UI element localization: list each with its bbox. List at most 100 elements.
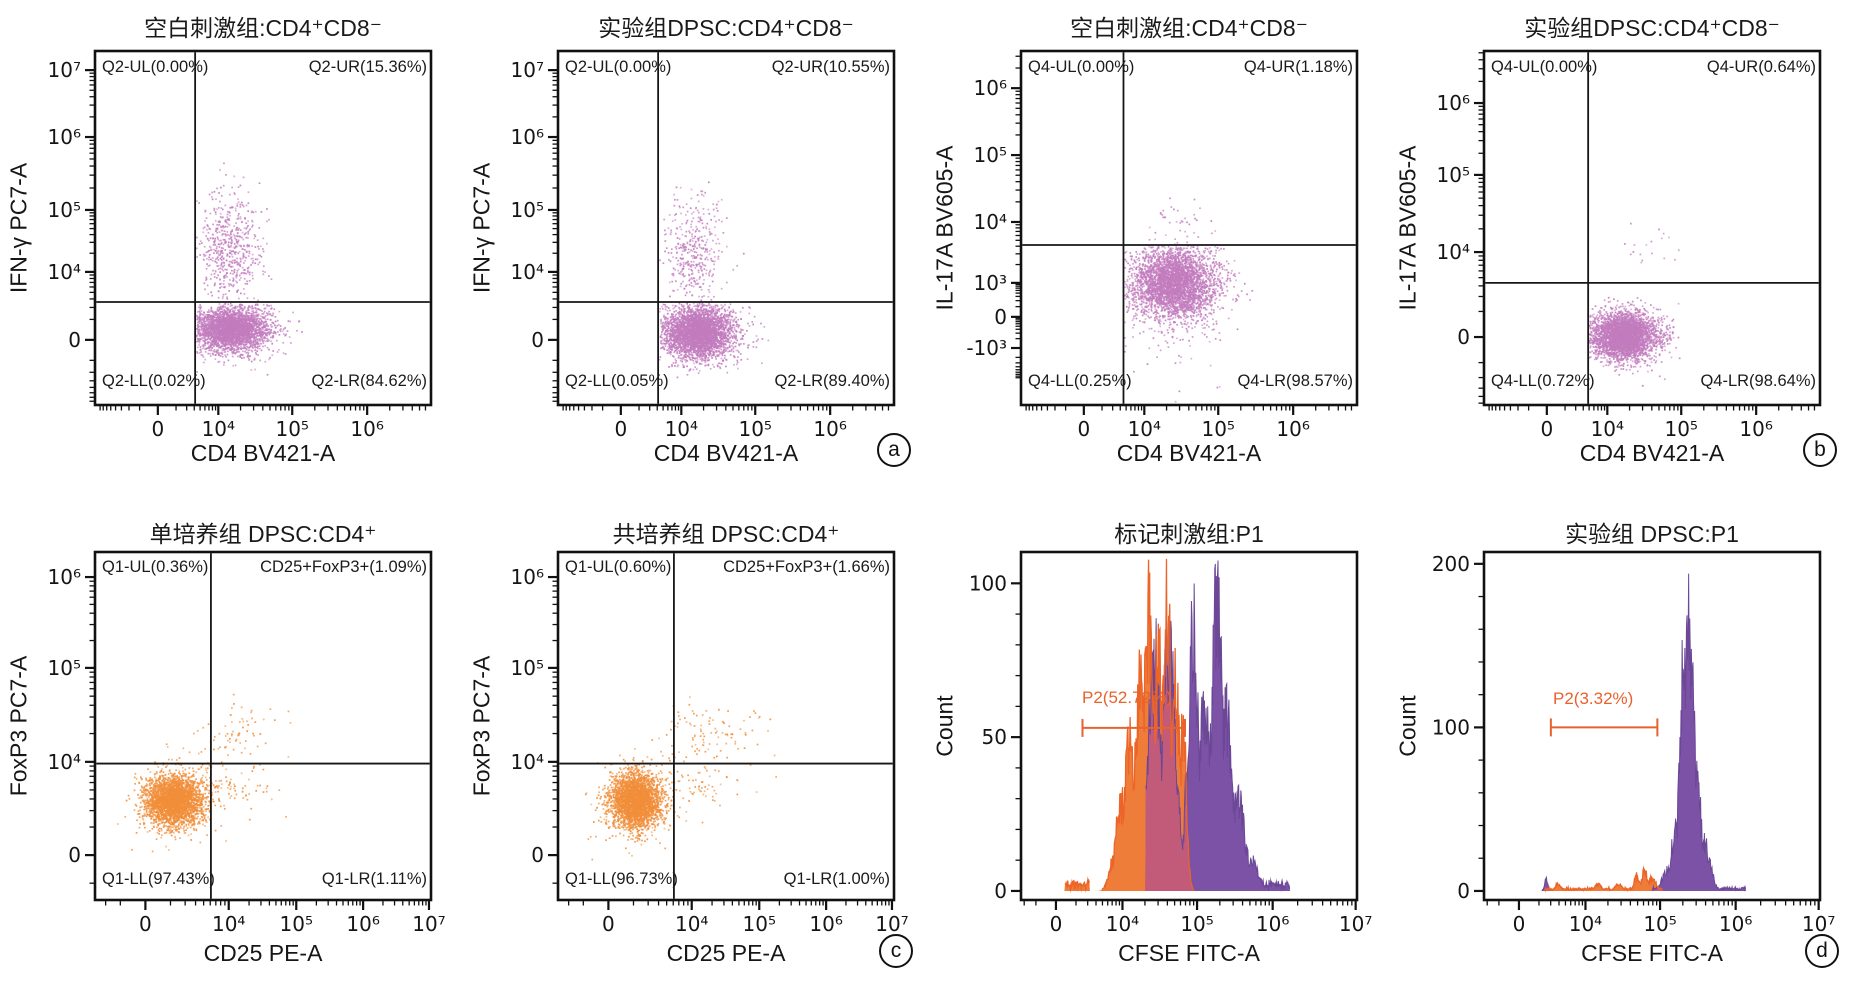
y-tick-label: 100 — [969, 571, 1007, 595]
panel-il17a-dpsc: 实验组DPSC:CD4⁺CD8⁻ IL-17A BV605-A CD4 BV42… — [1389, 0, 1851, 494]
axes-overlay: 0 10⁴ 10⁵ 10⁶ 10⁷ 10⁶ 10⁵ 10⁴ 0 — [511, 550, 909, 936]
y-tick-label: 0 — [68, 328, 81, 352]
x-tick-label: 10⁴ — [1591, 417, 1624, 441]
x-tick-label: 10⁶ — [809, 912, 842, 936]
y-tick-label: 0 — [1457, 879, 1470, 903]
quadrant-label-ul: Q2-UL(0.00%) — [102, 58, 209, 76]
x-tick-label: 10⁵ — [280, 912, 313, 936]
y-tick-label: 10⁶ — [48, 125, 81, 149]
x-tick-label: 10⁶ — [813, 417, 846, 441]
subfigure-letter-a: a — [877, 433, 911, 467]
panel-title: 实验组 DPSC:P1 — [1565, 521, 1739, 547]
quadrant-label-ur: Q2-UR(15.36%) — [308, 58, 427, 76]
quadrant-label-ll: Q4-LL(0.72%) — [1491, 372, 1595, 390]
x-tick-label: 0 — [1513, 912, 1526, 936]
scatter-dots-canvas — [558, 51, 894, 405]
y-tick-label: 10⁴ — [1437, 240, 1470, 264]
y-tick-label: 0 — [1457, 325, 1470, 349]
x-tick-label: 10⁷ — [1802, 912, 1835, 936]
y-tick-label: 10⁴ — [48, 260, 81, 284]
x-tick-label: 10⁶ — [1256, 912, 1289, 936]
plot-box — [1482, 49, 1822, 407]
y-tick-label: 10⁷ — [511, 58, 544, 82]
axes-group: 0 10⁴ 10⁵ 10⁶ 10⁶ 10⁵ 10⁴ 10³ 0 -10³ — [966, 49, 1359, 441]
x-tick-label: 10⁶ — [350, 417, 383, 441]
x-axis-label: CD4 BV421-A — [653, 440, 799, 466]
x-axis-label: CD25 PE-A — [203, 940, 323, 966]
y-tick-label: 0 — [531, 328, 544, 352]
y-tick-label: 10⁶ — [974, 76, 1007, 100]
panel-title: 共培养组 DPSC:CD4⁺ — [612, 521, 840, 547]
scatter-dots-canvas — [95, 552, 431, 900]
y-tick-label: 50 — [982, 725, 1007, 749]
axes-overlay: 0 10⁴ 10⁵ 10⁶ 10⁷ 10⁶ 10⁵ 10⁴ 0 — [48, 49, 433, 441]
x-axis-label: CD25 PE-A — [666, 940, 786, 966]
axes-overlay: 0 10⁴ 10⁵ 10⁶ 10⁷ 100 50 0 — [969, 550, 1372, 936]
y-tick-label: 10⁴ — [974, 210, 1007, 234]
histogram-canvas — [1021, 552, 1357, 900]
y-tick-label: 10⁵ — [974, 143, 1007, 167]
scatter-dots-canvas — [1484, 51, 1820, 405]
subfigure-letter-b: b — [1803, 433, 1837, 467]
y-tick-label: 10⁷ — [48, 58, 81, 82]
y-tick-label: 10⁶ — [1437, 91, 1470, 115]
axes-group: 0 10⁴ 10⁵ 10⁶ 10⁷ 100 50 0 — [969, 550, 1372, 936]
subfigure-letter-d: d — [1805, 934, 1839, 968]
y-tick-label: 0 — [994, 305, 1007, 329]
axes-overlay: 0 10⁴ 10⁵ 10⁶ 10⁷ 10⁶ 10⁵ 10⁴ 0 — [48, 550, 446, 936]
quadrant-label-ll: Q1-LL(96.73%) — [565, 870, 678, 888]
y-tick-label: 10⁴ — [48, 750, 81, 774]
x-tick-label: 10⁴ — [202, 417, 235, 441]
y-tick-label: 0 — [994, 879, 1007, 903]
axes-group: 0 10⁴ 10⁵ 10⁶ 10⁷ 10⁶ 10⁵ 10⁴ 0 — [48, 550, 446, 936]
panel-ifng-dpsc: 实验组DPSC:CD4⁺CD8⁻ IFN-γ PC7-A CD4 BV421-A… — [463, 0, 926, 494]
plot-box — [93, 49, 433, 407]
x-tick-label: 10⁵ — [275, 417, 308, 441]
quadrant-label-lr: Q2-LR(89.40%) — [774, 372, 890, 390]
quadrant-label-ul: Q4-UL(0.00%) — [1028, 58, 1135, 76]
quadrant-label-ur: CD25+FoxP3+(1.66%) — [723, 558, 890, 576]
plot-box — [1019, 550, 1359, 902]
panel-title: 标记刺激组:P1 — [1114, 521, 1264, 547]
scatter-dots-canvas — [95, 51, 431, 405]
y-tick-label: 10⁵ — [48, 198, 81, 222]
axes-overlay: 0 10⁴ 10⁵ 10⁶ 10⁷ 200 100 0 — [1432, 550, 1835, 936]
panel-title: 空白刺激组:CD4⁺CD8⁻ — [1070, 15, 1308, 41]
gate-p2-label: P2(3.32%) — [1553, 689, 1634, 708]
x-tick-label: 10⁷ — [1339, 912, 1372, 936]
x-tick-label: 10⁶ — [346, 912, 379, 936]
x-axis-label: CD4 BV421-A — [190, 440, 336, 466]
scatter-dots-canvas — [558, 552, 894, 900]
y-tick-label: 10³ — [974, 271, 1007, 295]
x-tick-label: 10⁴ — [212, 912, 245, 936]
y-tick-label: 200 — [1432, 552, 1470, 576]
y-tick-label: 10⁵ — [511, 656, 544, 680]
quadrant-label-ll: Q4-LL(0.25%) — [1028, 372, 1132, 390]
x-tick-label: 10⁵ — [743, 912, 776, 936]
x-tick-label: 10⁵ — [1180, 912, 1213, 936]
x-tick-label: 10⁶ — [1719, 912, 1752, 936]
panel-cfse-dpsc: 实验组 DPSC:P1 Count CFSE FITC-A 0 10⁴ 10⁵ 10⁶… — [1389, 494, 1851, 988]
panel-title: 空白刺激组:CD4⁺CD8⁻ — [144, 15, 382, 41]
axes-group: 0 10⁴ 10⁵ 10⁶ 10⁷ 200 100 0 — [1432, 550, 1835, 936]
axes-group: 0 10⁴ 10⁵ 10⁶ 10⁷ 10⁶ 10⁵ 10⁴ 0 — [511, 49, 896, 441]
panel-cfse-labeled: 标记刺激组:P1 Count CFSE FITC-A 0 10⁴ 10⁵ 10⁶ 10⁷… — [926, 494, 1389, 988]
quadrant-label-lr: Q4-LR(98.64%) — [1700, 372, 1816, 390]
y-tick-label: 10⁵ — [1437, 163, 1470, 187]
panel-title: 单培养组 DPSC:CD4⁺ — [149, 521, 377, 547]
quadrant-label-ur: Q4-UR(1.18%) — [1243, 58, 1353, 76]
panel-title: 实验组DPSC:CD4⁺CD8⁻ — [1524, 15, 1780, 41]
quadrant-label-ul: Q1-UL(0.60%) — [565, 558, 672, 576]
x-tick-label: 10⁴ — [1569, 912, 1602, 936]
x-tick-label: 10⁷ — [875, 912, 908, 936]
y-tick-label: 10⁴ — [511, 260, 544, 284]
plot-box — [1019, 49, 1359, 407]
plot-box — [1482, 550, 1822, 902]
x-tick-label: 0 — [602, 912, 615, 936]
x-tick-label: 10⁶ — [1276, 417, 1309, 441]
x-tick-label: 10⁶ — [1739, 417, 1772, 441]
x-tick-label: 10⁴ — [675, 912, 708, 936]
quadrant-label-ll: Q2-LL(0.05%) — [565, 372, 669, 390]
y-tick-label: 10⁵ — [48, 656, 81, 680]
quadrant-label-ur: CD25+FoxP3+(1.09%) — [260, 558, 427, 576]
